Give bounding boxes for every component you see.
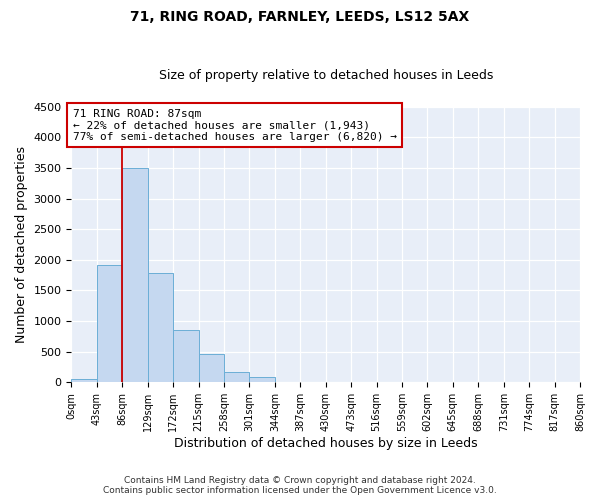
X-axis label: Distribution of detached houses by size in Leeds: Distribution of detached houses by size … [174, 437, 478, 450]
Bar [224, 372, 250, 382]
Bar [250, 378, 275, 382]
Bar [97, 266, 122, 382]
Y-axis label: Number of detached properties: Number of detached properties [15, 146, 28, 343]
Bar [173, 330, 199, 382]
Text: Contains HM Land Registry data © Crown copyright and database right 2024.
Contai: Contains HM Land Registry data © Crown c… [103, 476, 497, 495]
Bar [122, 168, 148, 382]
Title: Size of property relative to detached houses in Leeds: Size of property relative to detached ho… [158, 69, 493, 82]
Text: 71, RING ROAD, FARNLEY, LEEDS, LS12 5AX: 71, RING ROAD, FARNLEY, LEEDS, LS12 5AX [130, 10, 470, 24]
Bar [199, 354, 224, 382]
Text: 71 RING ROAD: 87sqm
← 22% of detached houses are smaller (1,943)
77% of semi-det: 71 RING ROAD: 87sqm ← 22% of detached ho… [73, 108, 397, 142]
Bar [148, 274, 173, 382]
Bar [71, 380, 97, 382]
